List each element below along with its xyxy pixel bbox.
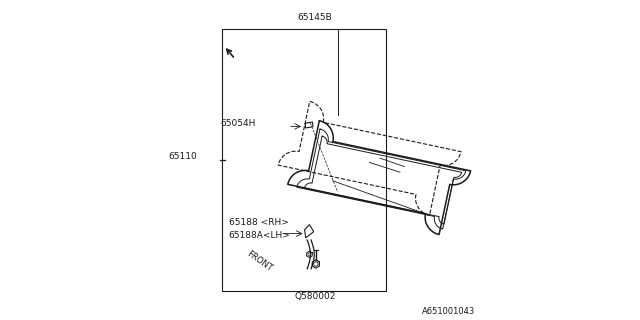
Text: FRONT: FRONT [245,249,273,273]
Text: 65110: 65110 [168,152,197,161]
Text: 65188A<LH>: 65188A<LH> [229,231,291,240]
Text: Q580002: Q580002 [294,292,336,300]
Text: A651001043: A651001043 [422,308,475,316]
Text: 65145B: 65145B [298,13,332,22]
Text: 65054H: 65054H [221,119,256,128]
Bar [223,29,385,291]
Text: 65188 <RH>: 65188 <RH> [229,218,289,227]
